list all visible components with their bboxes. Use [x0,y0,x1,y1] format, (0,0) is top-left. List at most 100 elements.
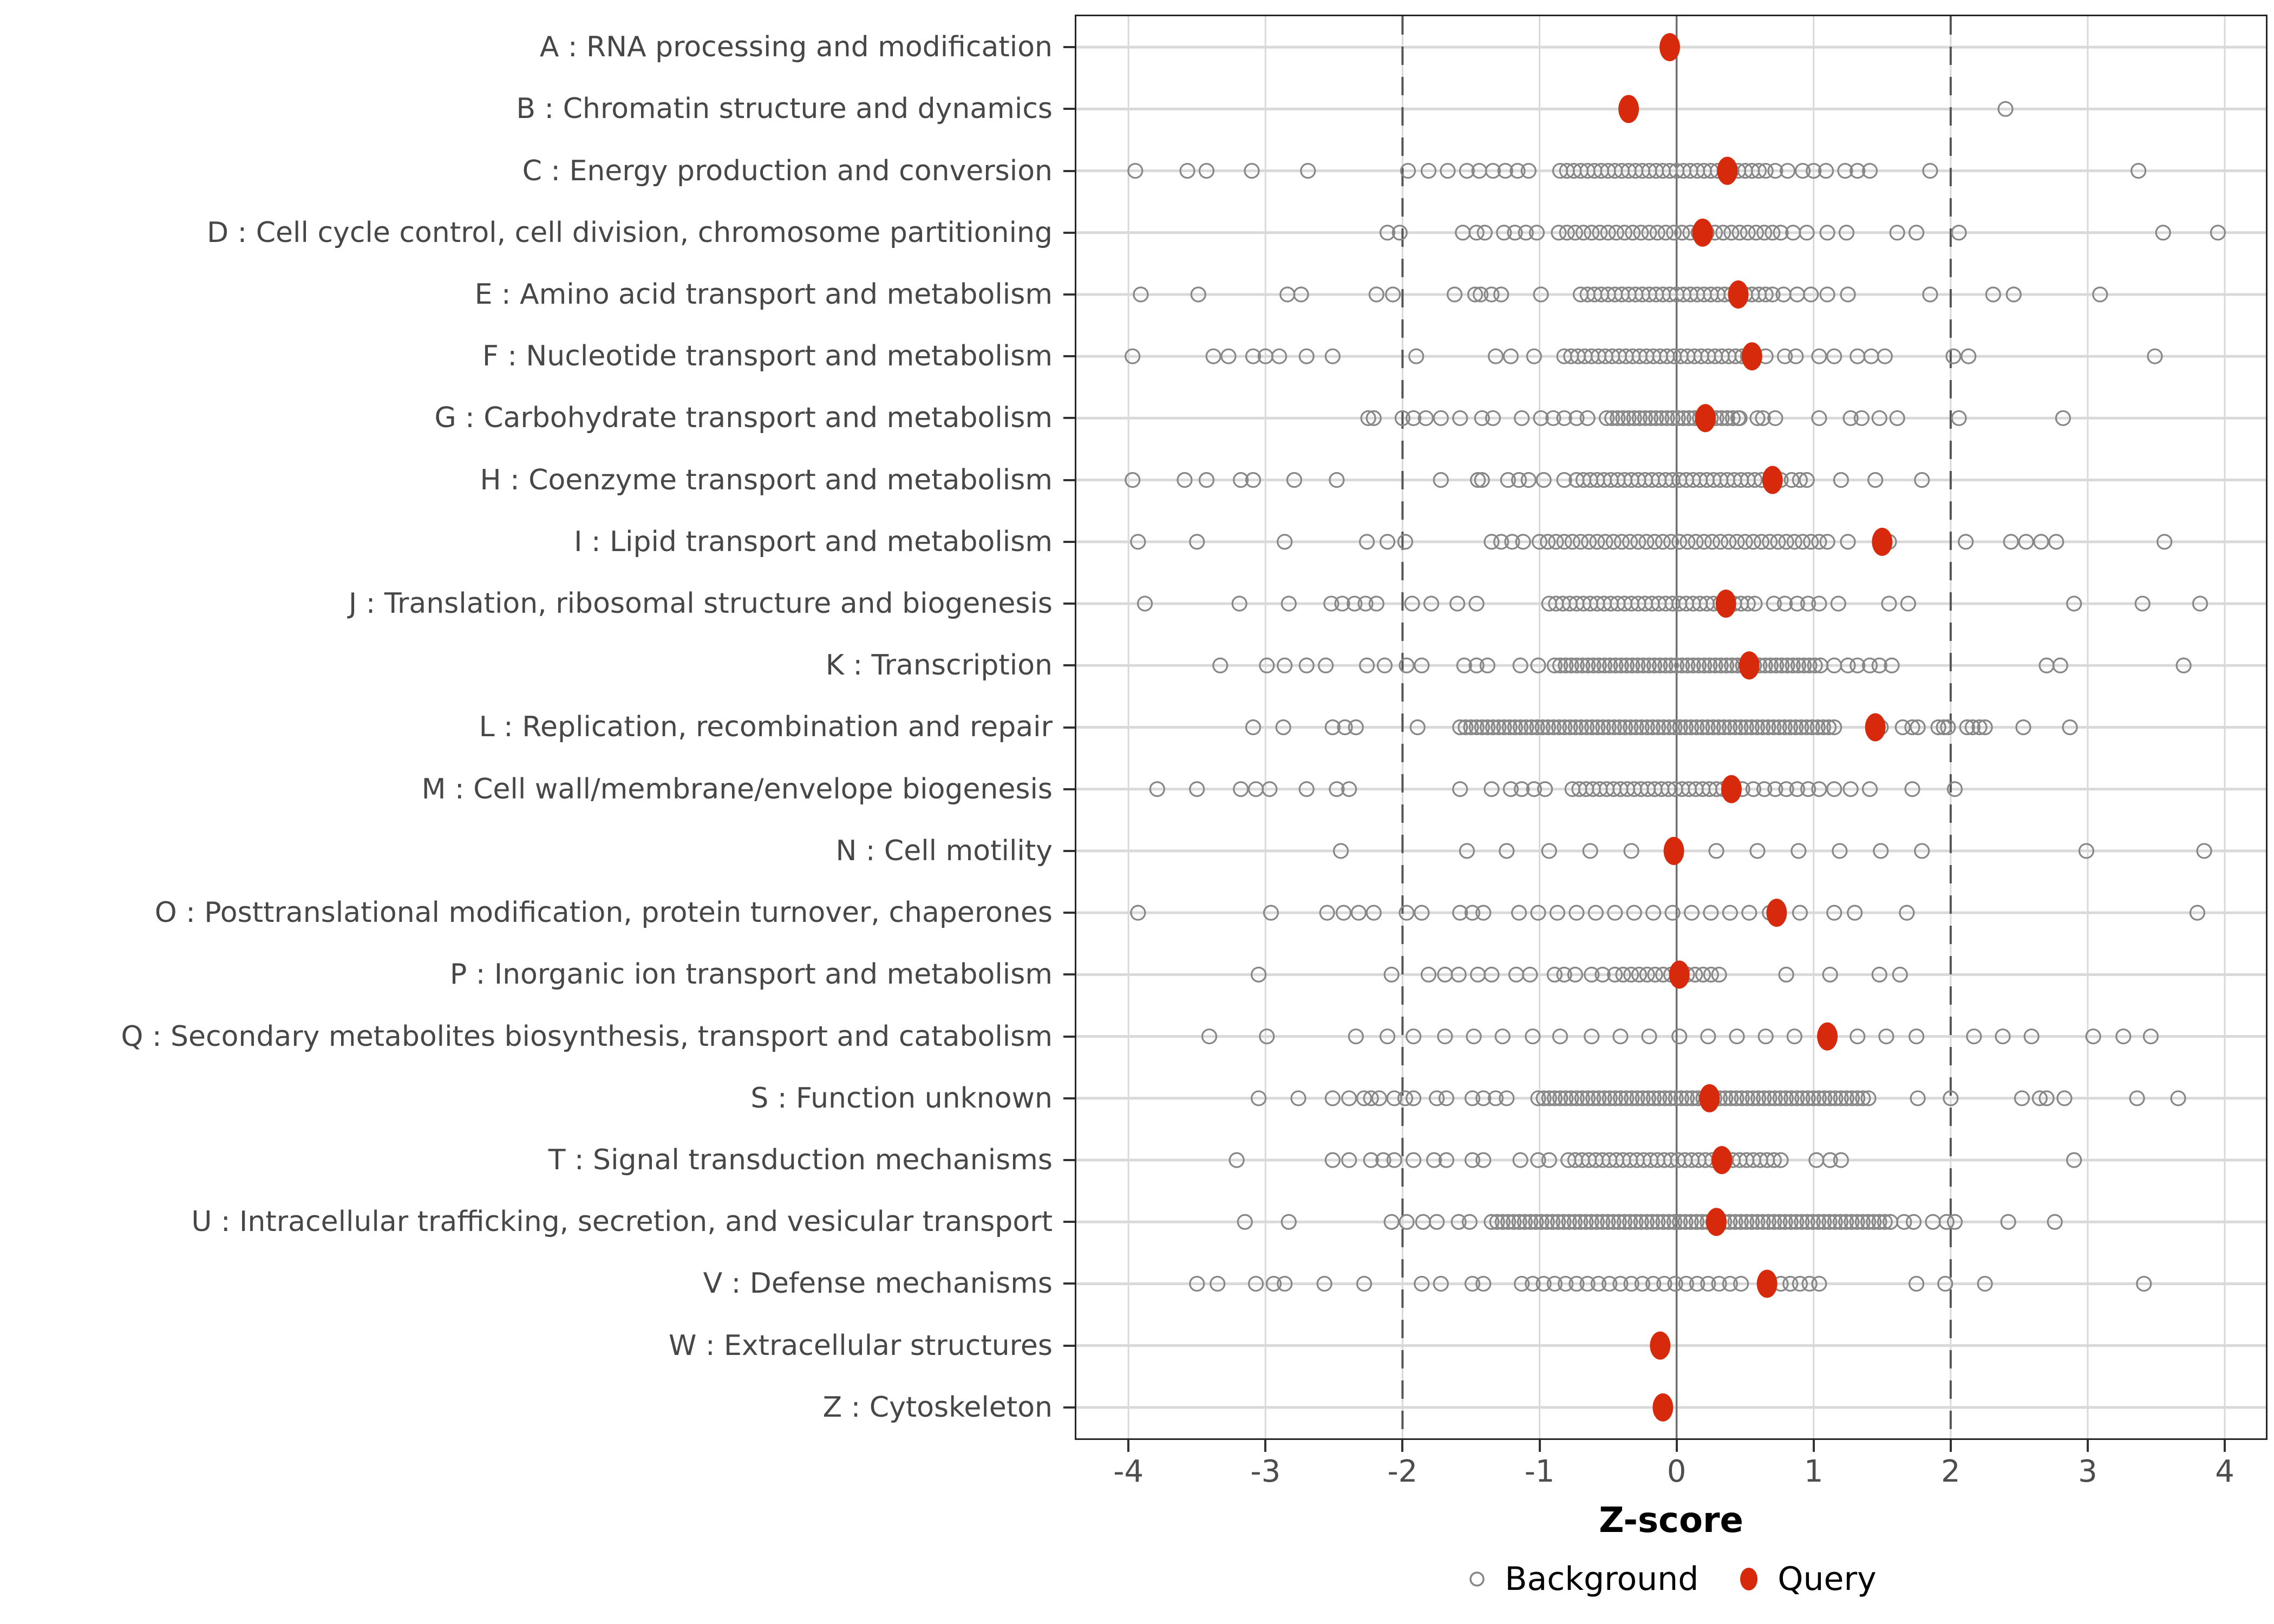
x-axis-tick [2224,1440,2226,1452]
background-legend-icon [1469,1571,1485,1587]
background-point [1500,1214,1517,1230]
background-point [1674,657,1690,673]
background-point [1201,1028,1218,1045]
background-point [1646,657,1663,673]
background-point [2052,657,2068,673]
x-axis-tick [1264,1440,1267,1452]
background-point [1815,719,1831,736]
background-point [1667,1275,1683,1292]
background-point [1657,225,1674,241]
y-axis-label: E : Amino acid transport and metabolism [474,278,1053,311]
background-point [1449,595,1466,612]
background-point [1633,719,1650,736]
background-point [1511,1214,1527,1230]
query-point [1756,1269,1778,1298]
background-point [1429,1214,1445,1230]
background-point [1562,719,1578,736]
x-axis-tick-label: 0 [1667,1454,1687,1489]
background-point [2003,534,2019,550]
background-point [1594,1214,1611,1230]
background-point [1637,410,1654,427]
background-point [1672,719,1688,736]
background-point [1794,1090,1811,1106]
background-point [1475,1090,1492,1106]
background-point [1778,534,1794,550]
background-point [1630,534,1646,550]
background-point [1776,348,1793,364]
background-point [1584,966,1600,983]
background-point [1556,472,1572,488]
background-point [1625,225,1641,241]
background-point [1383,1214,1400,1230]
background-point [1943,1090,1959,1106]
y-axis-label: C : Energy production and conversion [522,154,1053,187]
background-point [1649,225,1665,241]
background-point [1805,1090,1821,1106]
background-point [1786,534,1802,550]
background-point [1832,843,1848,859]
background-point [1789,781,1805,797]
background-point [1130,534,1146,550]
background-point [2170,1090,2186,1106]
background-point [1550,1214,1566,1230]
background-point [1493,534,1510,550]
x-axis-tick-label: -4 [1113,1454,1144,1489]
background-point [1597,534,1613,550]
background-point [1738,1214,1755,1230]
background-point [1964,719,1981,736]
background-point [1688,1214,1705,1230]
background-point [1894,719,1911,736]
background-point [1567,966,1583,983]
background-point [1605,534,1622,550]
background-point [1936,719,1952,736]
background-point [1545,719,1562,736]
background-point [1652,657,1668,673]
background-point [1468,595,1485,612]
y-axis-tick [1063,540,1075,543]
x-axis-tick [1127,1440,1130,1452]
y-axis-label: Z : Cytoskeleton [822,1391,1053,1424]
background-point [1602,657,1618,673]
background-point [1767,162,1783,179]
background-point [1491,719,1507,736]
background-point [1696,657,1713,673]
background-point [1677,1214,1694,1230]
y-axis-label: U : Intracellular trafficking, secretion… [191,1206,1053,1239]
background-point [1475,1152,1492,1168]
background-point [1744,1214,1760,1230]
background-point [1464,905,1481,921]
y-axis-tick [1063,973,1075,976]
background-point [1757,286,1774,303]
background-point [1695,966,1711,983]
background-point [1385,286,1401,303]
background-point [1644,1214,1661,1230]
background-point [2142,1028,2159,1045]
background-point [1290,1090,1306,1106]
background-point [1452,410,1468,427]
background-point [1569,410,1585,427]
background-point [1651,1090,1668,1106]
background-point [1794,162,1811,179]
background-point [1400,162,1416,179]
background-point [2031,1090,2048,1106]
background-point [1811,595,1827,612]
background-point [1794,534,1811,550]
background-point [1556,1214,1572,1230]
background-point [1966,1028,1982,1045]
y-axis-tick [1063,108,1075,110]
background-point [1271,348,1288,364]
y-axis-tick [1063,849,1075,852]
background-point [1277,534,1293,550]
background-point [1456,657,1472,673]
background-point [1332,843,1349,859]
background-point [1611,719,1628,736]
background-point [1335,905,1352,921]
background-point [1908,1028,1925,1045]
background-point [1298,348,1315,364]
background-point [1961,348,1977,364]
background-point [1177,472,1193,488]
background-point [1708,843,1724,859]
background-point [1756,225,1773,241]
background-point [1776,719,1793,736]
background-point [1533,410,1549,427]
